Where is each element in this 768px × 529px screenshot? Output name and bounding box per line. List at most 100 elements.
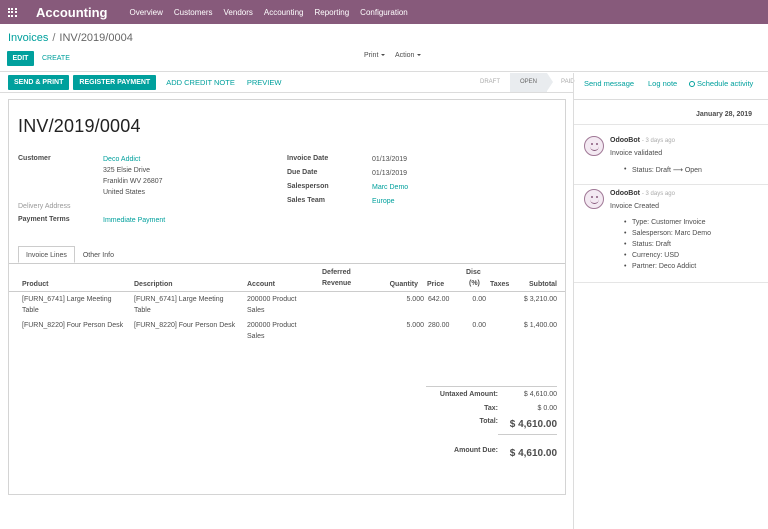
tracking-value: Partner: Deco Addict [624,263,696,270]
column-header-discount[interactable]: Disc [466,269,481,276]
edit-button[interactable]: EDIT [7,51,34,66]
print-dropdown[interactable]: Print [364,51,386,61]
invoice-number: INV/2019/0004 [18,116,141,136]
total-value: $ 4,610.00 [509,419,557,430]
stage-open[interactable]: OPEN [510,73,554,92]
row-subtotal: $ 3,210.00 [523,296,557,303]
table-header-divider [9,291,565,292]
top-navbar: Accounting Overview Customers Vendors Ac… [0,0,768,24]
caret-down-icon [417,54,422,57]
stage-draft[interactable]: DRAFT [480,79,500,85]
status-stages: DRAFT OPEN PAID [470,73,585,92]
message-divider [574,282,768,283]
register-payment-button[interactable]: REGISTER PAYMENT [73,75,157,90]
due-date-label: Due Date [287,169,318,176]
breadcrumb: Invoices / INV/2019/0004 [8,32,133,44]
action-dropdown[interactable]: Action [395,51,422,61]
tax-label: Tax: [484,405,498,412]
statusbar-buttons: SEND & PRINT REGISTER PAYMENT ADD CREDIT… [8,75,287,90]
schedule-activity-label: Schedule activity [697,79,754,88]
message-author: OdooBot - 3 days ago [610,137,675,144]
tracking-value: Salesperson: Marc Demo [624,230,711,237]
invoice-sheet: INV/2019/0004 Customer Deco Addict 325 E… [8,99,566,495]
odoobot-avatar[interactable] [584,136,604,156]
invoice-date-value: 01/13/2019 [372,156,408,163]
row-product: [FURN_6741] Large Meeting [22,296,112,303]
salesperson-label: Salesperson [287,183,329,190]
column-header-account[interactable]: Account [247,281,275,288]
column-header-deferred[interactable]: Deferred [322,269,351,276]
row-price: 280.00 [428,322,450,329]
column-header-deferred-revenue: Revenue [322,280,352,287]
tracking-value: Status: Draft ⟶ Open [624,166,702,174]
action-label: Action [395,52,415,59]
amount-due-value: $ 4,610.00 [509,448,557,459]
schedule-activity-button[interactable]: Schedule activity [689,79,753,88]
app-brand[interactable]: Accounting [36,4,108,20]
print-label: Print [364,52,379,59]
row-discount: 0.00 [472,296,486,303]
untaxed-amount-value: $ 4,610.00 [523,391,557,398]
column-header-discount-pct: (%) [469,280,480,287]
delivery-address-label: Delivery Address [18,203,71,210]
odoobot-avatar[interactable] [584,189,604,209]
stage-paid[interactable]: PAID [561,79,575,85]
caret-down-icon [381,54,386,57]
nav-reporting[interactable]: Reporting [314,7,350,17]
author-name[interactable]: OdooBot [610,190,640,197]
create-button[interactable]: CREATE [42,55,70,62]
row-account: Sales [247,333,265,340]
customer-address-line: 325 Elsie Drive [103,167,151,174]
nav-customers[interactable]: Customers [173,7,213,17]
payment-terms-label: Payment Terms [18,216,70,223]
customer-link[interactable]: Deco Addict [103,156,141,163]
tax-value: $ 0.00 [537,405,557,412]
row-account: 200000 Product [247,322,297,329]
row-account: Sales [247,307,265,314]
preview-button[interactable]: PREVIEW [246,78,282,87]
column-header-taxes[interactable]: Taxes [490,281,510,288]
tracking-value: Currency: USD [624,252,679,259]
row-description: [FURN_6741] Large Meeting [134,296,224,303]
nav-vendors[interactable]: Vendors [223,7,253,17]
row-product: Table [22,307,39,314]
row-product: [FURN_8220] Four Person Desk [22,322,124,329]
row-description: Table [134,307,151,314]
tab-invoice-lines[interactable]: Invoice Lines [18,246,75,263]
untaxed-amount-label: Untaxed Amount: [439,391,498,398]
breadcrumb-invoices[interactable]: Invoices [8,32,49,44]
add-credit-note-button[interactable]: ADD CREDIT NOTE [166,78,235,87]
customer-label: Customer [18,155,51,162]
nav-accounting[interactable]: Accounting [263,7,304,17]
column-header-product[interactable]: Product [22,281,49,288]
total-label: Total: [479,418,498,425]
tabs-divider [9,263,565,264]
column-header-quantity[interactable]: Quantity [389,281,418,288]
author-name[interactable]: OdooBot [610,137,640,144]
due-date-value: 01/13/2019 [372,170,408,177]
message-body: Invoice Created [610,203,660,210]
sales-team-link[interactable]: Europe [372,198,395,205]
column-header-price[interactable]: Price [427,281,445,288]
column-header-subtotal[interactable]: Subtotal [529,281,557,288]
notebook-tabs: Invoice Lines Other Info [18,246,122,263]
message-body: Invoice validated [610,150,663,157]
send-message-button[interactable]: Send message [584,79,635,88]
clock-icon [689,81,695,87]
salesperson-link[interactable]: Marc Demo [372,184,409,191]
payment-terms-value[interactable]: Immediate Payment [103,217,166,224]
apps-menu-icon[interactable] [0,0,24,24]
row-discount: 0.00 [472,322,486,329]
message-divider [574,184,768,185]
nav-configuration[interactable]: Configuration [360,7,408,17]
tab-other-info[interactable]: Other Info [82,252,114,259]
chatter-divider [573,73,574,529]
row-quantity: 5.000 [406,322,424,329]
customer-address-line: Franklin WV 26807 [103,178,163,185]
message-time: - 3 days ago [641,191,675,197]
log-note-button[interactable]: Log note [648,79,678,88]
row-account: 200000 Product [247,296,297,303]
column-header-description[interactable]: Description [134,281,173,288]
nav-overview[interactable]: Overview [129,7,163,17]
send-print-button[interactable]: SEND & PRINT [8,75,70,90]
